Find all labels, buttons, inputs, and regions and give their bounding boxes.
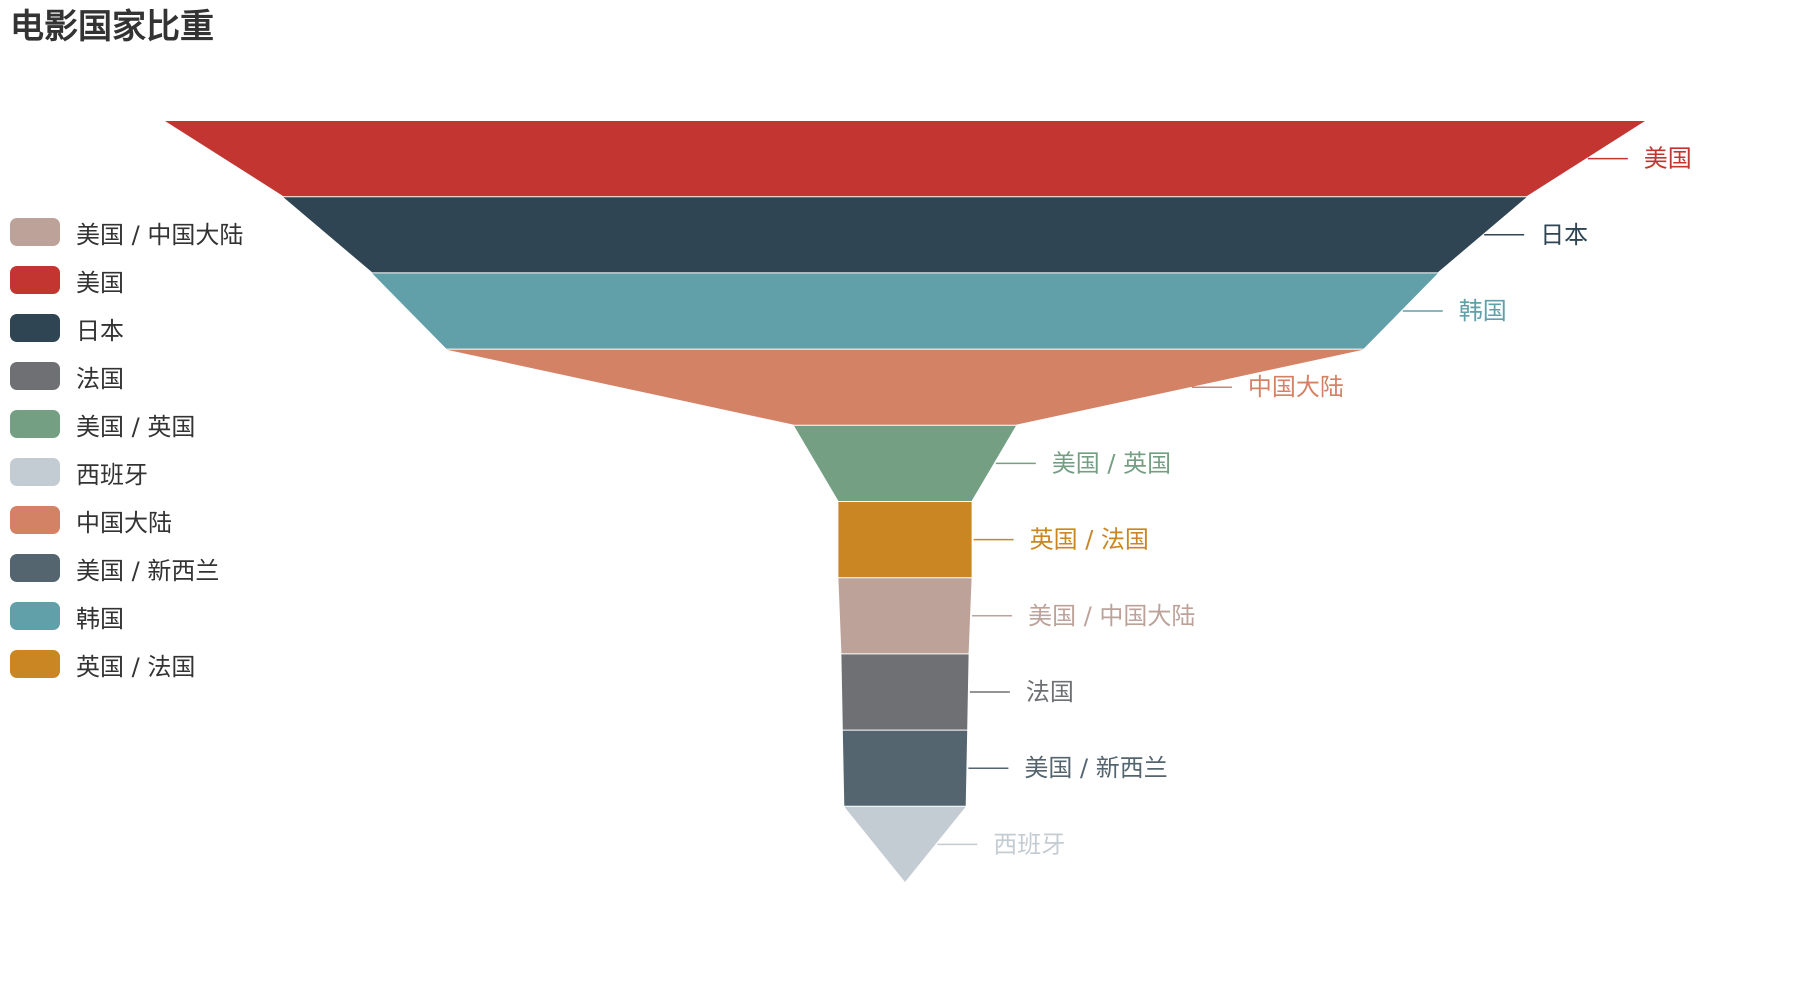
legend-label: 美国 / 英国: [76, 412, 196, 441]
legend-swatch: [10, 362, 60, 390]
legend-swatch: [10, 410, 60, 438]
funnel-segment[interactable]: [165, 121, 1645, 197]
funnel-label: 英国 / 法国: [1030, 526, 1149, 554]
legend-label: 英国 / 法国: [76, 652, 196, 681]
legend-item[interactable]: 美国: [10, 256, 243, 304]
funnel-label: 日本: [1540, 221, 1588, 249]
legend-label: 法国: [76, 364, 124, 393]
legend-label: 美国 / 中国大陆: [76, 220, 244, 249]
funnel-label: 美国 / 英国: [1052, 449, 1171, 477]
legend-label: 日本: [76, 316, 124, 345]
legend-swatch: [10, 314, 60, 342]
legend-label: 中国大陆: [76, 508, 172, 537]
funnel-segment[interactable]: [844, 806, 966, 882]
funnel-label: 美国 / 新西兰: [1024, 754, 1167, 782]
funnel-segment[interactable]: [372, 273, 1438, 349]
funnel-segment[interactable]: [841, 654, 969, 730]
funnel-segment[interactable]: [283, 197, 1527, 273]
funnel-label: 美国: [1644, 145, 1692, 173]
legend-label: 韩国: [76, 604, 124, 633]
legend-swatch: [10, 554, 60, 582]
funnel-label: 韩国: [1459, 297, 1507, 325]
chart-legend: 美国 / 中国大陆 美国日本法国美国 / 英国 西班牙中国大陆美国 / 新西兰 韩国英…: [10, 208, 243, 688]
legend-label: 美国: [76, 268, 124, 297]
funnel-label: 美国 / 中国大陆: [1028, 602, 1195, 630]
legend-swatch: [10, 506, 60, 534]
legend-item[interactable]: 韩国: [10, 592, 243, 640]
chart-title: 电影国家比重: [10, 7, 214, 47]
legend-label: 西班牙: [76, 460, 148, 489]
legend-item[interactable]: 美国 / 中国大陆: [10, 208, 243, 256]
funnel-label: 西班牙: [993, 830, 1065, 858]
legend-swatch: [10, 218, 60, 246]
legend-item[interactable]: 西班牙: [10, 448, 243, 496]
legend-swatch: [10, 650, 60, 678]
legend-item[interactable]: 日本: [10, 304, 243, 352]
funnel-segment[interactable]: [838, 578, 972, 654]
legend-label: 美国 / 新西兰: [76, 556, 220, 585]
funnel-label: 法国: [1026, 678, 1074, 706]
funnel-segment[interactable]: [838, 502, 972, 578]
legend-swatch: [10, 458, 60, 486]
funnel-label: 中国大陆: [1248, 373, 1344, 401]
legend-item[interactable]: 美国 / 英国: [10, 400, 243, 448]
funnel-segment[interactable]: [842, 730, 968, 806]
legend-item[interactable]: 英国 / 法国: [10, 640, 243, 688]
legend-item[interactable]: 法国: [10, 352, 243, 400]
legend-swatch: [10, 266, 60, 294]
legend-item[interactable]: 美国 / 新西兰: [10, 544, 243, 592]
funnel-segment[interactable]: [794, 425, 1016, 501]
funnel-segment[interactable]: [446, 349, 1364, 425]
legend-swatch: [10, 602, 60, 630]
legend-item[interactable]: 中国大陆: [10, 496, 243, 544]
